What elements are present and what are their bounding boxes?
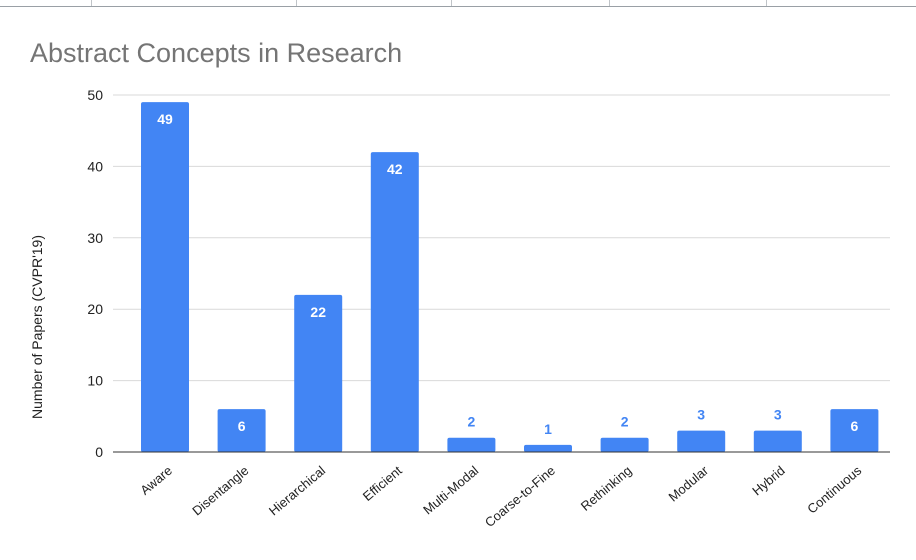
x-tick-label: Multi-Modal bbox=[420, 463, 481, 518]
data-label: 49 bbox=[157, 111, 173, 127]
data-labels: 49 6 22 42 2 1 2 3 3 6 bbox=[157, 111, 858, 437]
y-axis-ticks: 0 10 20 30 40 50 bbox=[87, 87, 103, 460]
y-tick-label: 0 bbox=[95, 444, 103, 460]
y-tick-label: 20 bbox=[87, 301, 103, 317]
data-label: 22 bbox=[310, 304, 326, 320]
column-divider bbox=[451, 0, 452, 6]
x-tick-label: Continuous bbox=[804, 462, 864, 516]
bar bbox=[141, 102, 189, 452]
x-tick-label: Rethinking bbox=[578, 463, 635, 514]
x-axis-ticks: Aware Disentangle Hierarchical Efficient Mul… bbox=[137, 462, 864, 530]
data-label: 6 bbox=[851, 418, 859, 434]
top-cell-border-strip bbox=[0, 0, 916, 7]
bar bbox=[677, 430, 726, 452]
chart-title: Abstract Concepts in Research bbox=[30, 38, 402, 68]
bars bbox=[141, 102, 879, 452]
data-label: 3 bbox=[697, 407, 705, 423]
x-tick-label: Modular bbox=[666, 462, 712, 504]
y-tick-label: 30 bbox=[87, 230, 103, 246]
x-tick-label: Hierarchical bbox=[266, 463, 328, 519]
gridlines bbox=[113, 94, 890, 382]
x-tick-label: Coarse-to-Fine bbox=[482, 463, 558, 530]
bar bbox=[447, 437, 496, 452]
x-tick-label: Hybrid bbox=[749, 463, 787, 499]
bar bbox=[294, 294, 343, 452]
column-divider bbox=[766, 0, 767, 6]
bar bbox=[600, 437, 649, 452]
column-divider bbox=[296, 0, 297, 6]
data-label: 2 bbox=[621, 414, 629, 430]
data-label: 2 bbox=[468, 414, 476, 430]
data-label: 42 bbox=[387, 161, 403, 177]
x-tick-label: Disentangle bbox=[189, 463, 251, 519]
bar bbox=[217, 409, 266, 452]
column-divider bbox=[609, 0, 610, 6]
bar bbox=[524, 444, 572, 452]
bar bbox=[753, 430, 802, 452]
bar bbox=[830, 409, 879, 452]
y-axis-title: Number of Papers (CVPR'19) bbox=[29, 235, 45, 419]
x-tick-label: Efficient bbox=[360, 463, 405, 504]
data-label: 1 bbox=[544, 421, 552, 437]
data-label: 3 bbox=[774, 407, 782, 423]
y-tick-label: 50 bbox=[87, 87, 103, 103]
y-tick-label: 10 bbox=[87, 373, 103, 389]
data-label: 6 bbox=[238, 418, 246, 434]
column-divider bbox=[91, 0, 92, 6]
y-tick-label: 40 bbox=[87, 158, 103, 174]
x-tick-label: Aware bbox=[137, 463, 175, 498]
bar bbox=[370, 152, 419, 452]
